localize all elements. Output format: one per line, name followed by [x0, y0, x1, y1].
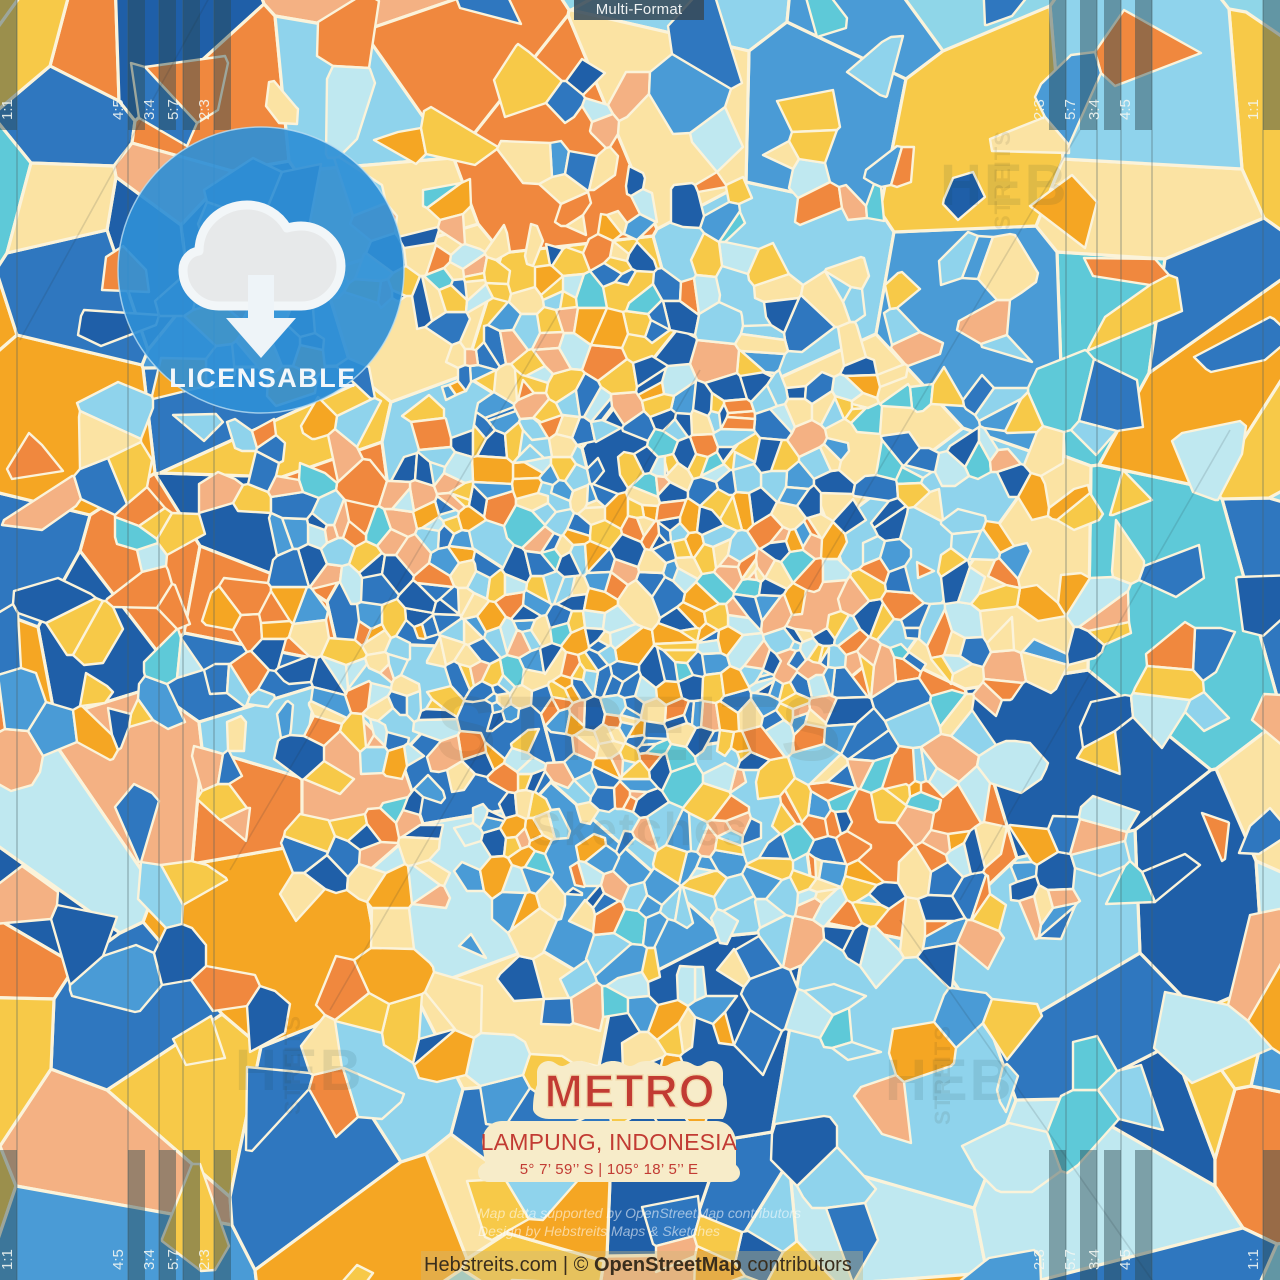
svg-text:LICENSABLE: LICENSABLE — [169, 363, 357, 393]
svg-text:METRO: METRO — [544, 1065, 715, 1117]
svg-text:LAMPUNG, INDONESIA: LAMPUNG, INDONESIA — [481, 1129, 738, 1155]
svg-text:5° 7’ 59’’ S | 105° 18’ 5’’ E: 5° 7’ 59’’ S | 105° 18’ 5’’ E — [520, 1161, 699, 1178]
